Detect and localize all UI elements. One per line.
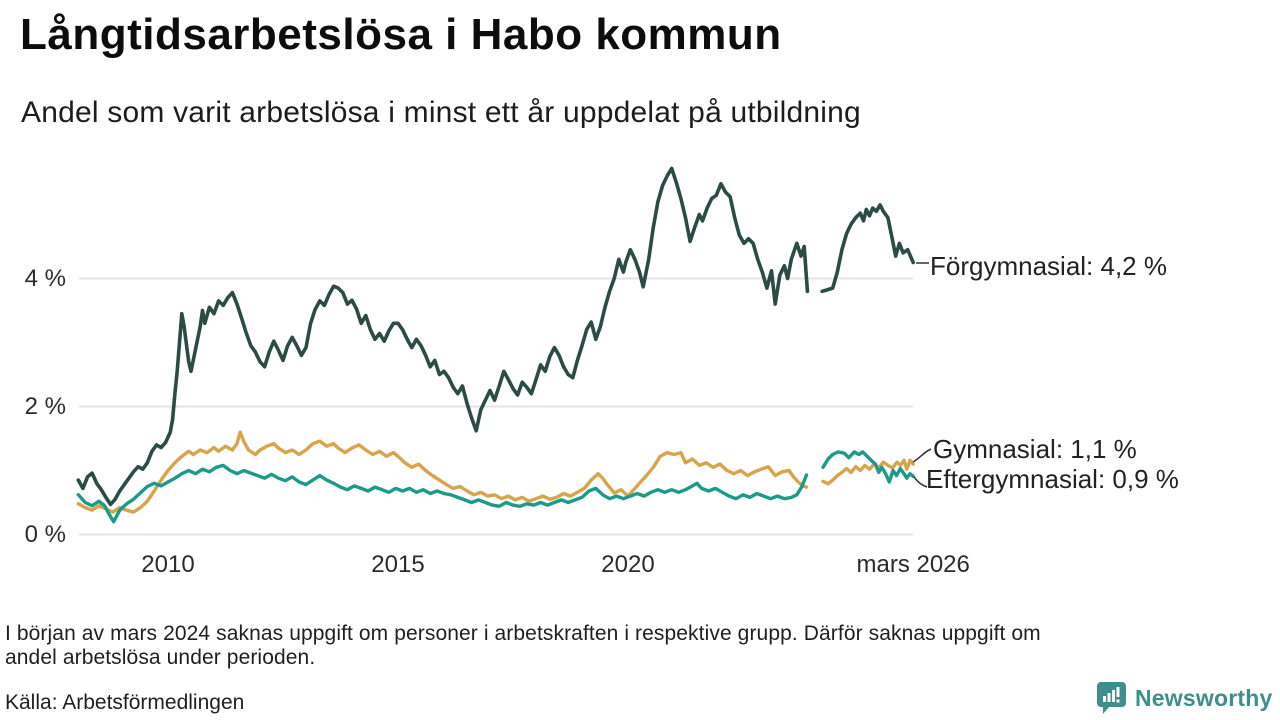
series-label-forgymnasial: Förgymnasial: 4,2 % <box>930 251 1167 281</box>
series-line-gymnasial <box>76 430 809 514</box>
footnote: I början av mars 2024 saknas uppgift om … <box>5 622 1245 669</box>
x-axis-tick-label: mars 2026 <box>856 551 970 578</box>
y-axis-tick-label: 2 % <box>24 392 66 420</box>
newsworthy-logo[interactable]: Newsworthy <box>1096 681 1272 715</box>
leader-line <box>913 476 928 488</box>
series-line-gymnasial <box>821 458 915 486</box>
series-line-eftergymnasial <box>821 450 915 484</box>
page-subtitle: Andel som varit arbetslösa i minst ett å… <box>21 96 861 129</box>
source-text: Källa: Arbetsförmedlingen <box>5 691 245 714</box>
footnote-line-1: I början av mars 2024 saknas uppgift om … <box>5 622 1041 645</box>
x-axis-tick-label: 2015 <box>371 551 425 578</box>
leader-line <box>912 448 932 463</box>
newsworthy-logo-text: Newsworthy <box>1135 684 1273 711</box>
series-line-förgymnasial <box>76 166 810 507</box>
newsworthy-logo-icon <box>1097 682 1126 714</box>
x-axis-tick-label: 2020 <box>601 551 655 578</box>
y-axis-tick-label: 0 % <box>24 520 66 548</box>
y-axis-tick-label: 4 % <box>24 264 66 292</box>
series-line-eftergymnasial <box>76 463 809 524</box>
data-series-lines <box>76 166 915 524</box>
series-label-eftergymnasial: Eftergymnasial: 0,9 % <box>926 464 1179 494</box>
series-label-gymnasial: Gymnasial: 1,1 % <box>933 434 1137 464</box>
label-leader-lines <box>912 262 932 488</box>
series-line-förgymnasial <box>820 203 915 294</box>
x-axis-tick-label: 2010 <box>141 551 195 578</box>
footnote-line-2: andel arbetslösa under perioden. <box>5 645 316 669</box>
page-title: Långtidsarbetslösa i Habo kommun <box>20 10 782 59</box>
